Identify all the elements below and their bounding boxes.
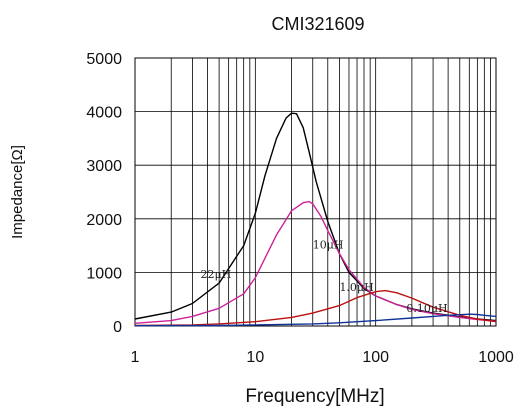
y-tick-label: 3000 (86, 158, 122, 175)
y-tick-label: 4000 (86, 105, 122, 122)
x-tick-label: 100 (362, 349, 389, 366)
series-line-010H (134, 313, 497, 327)
plot-frame (134, 57, 497, 327)
series-line-10H (134, 200, 497, 324)
series-lines (134, 112, 497, 327)
y-tick-label: 1000 (86, 265, 122, 282)
y-tick-label: 5000 (86, 51, 122, 68)
x-axis-label: Frequency[MHz] (245, 386, 384, 407)
y-tick-label: 0 (113, 319, 122, 336)
y-tick-labels: 0 1000 2000 3000 4000 5000 (86, 51, 122, 336)
series-line-22H (134, 112, 497, 322)
series-annotation: 10μH (313, 238, 344, 251)
y-axis-label: Impedance[Ω] (9, 145, 26, 239)
x-tick-labels: 1 10 100 1000 (131, 349, 514, 366)
x-tick-label: 1 (131, 349, 140, 366)
series-annotations: 22μH 10μH 1.0μH 0.10μH (200, 238, 447, 315)
x-tick-label: 10 (246, 349, 264, 366)
series-line-10H (134, 289, 497, 327)
series-annotation: 1.0μH (339, 281, 373, 294)
y-tick-label: 2000 (86, 212, 122, 229)
chart-title: CMI321609 (271, 14, 364, 34)
series-annotation: 0.10μH (406, 302, 447, 315)
x-tick-label: 1000 (478, 349, 514, 366)
grid-lines (135, 58, 496, 326)
series-annotation: 22μH (200, 268, 231, 281)
